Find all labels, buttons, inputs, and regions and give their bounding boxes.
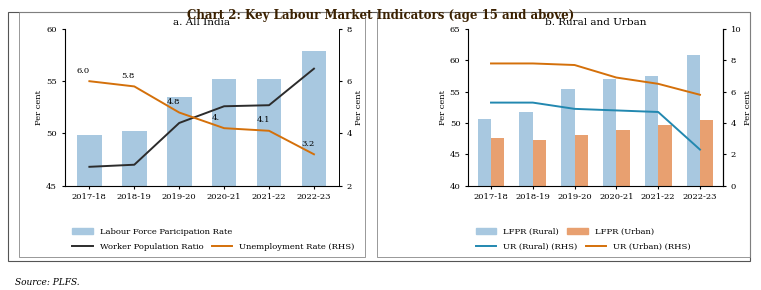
Bar	[658, 125, 671, 290]
Y-axis label: Per cent: Per cent	[439, 90, 447, 125]
Text: 4.: 4.	[212, 114, 220, 122]
Bar	[561, 88, 575, 290]
Bar	[122, 131, 147, 290]
Title: b. Rural and Urban: b. Rural and Urban	[545, 18, 646, 27]
Y-axis label: Per cent: Per cent	[744, 90, 752, 125]
Legend: Worker Population Ratio, Unemployment Rate (RHS): Worker Population Ratio, Unemployment Ra…	[68, 240, 358, 255]
Bar	[645, 76, 658, 290]
Text: 4.8: 4.8	[167, 98, 180, 106]
Text: 6.0: 6.0	[77, 67, 90, 75]
Bar	[256, 79, 282, 290]
Bar	[77, 135, 102, 290]
Bar	[603, 79, 616, 290]
Bar	[533, 140, 546, 290]
Bar	[478, 119, 491, 290]
Bar	[491, 138, 505, 290]
Bar	[686, 55, 700, 290]
Text: 5.8: 5.8	[122, 72, 135, 80]
Text: Source: PLFS.: Source: PLFS.	[15, 278, 80, 287]
Y-axis label: Per cent: Per cent	[36, 90, 43, 125]
Y-axis label: Per cent: Per cent	[355, 90, 362, 125]
Bar	[301, 51, 326, 290]
Text: 4.1: 4.1	[256, 117, 270, 124]
Title: a. All India: a. All India	[174, 18, 230, 27]
Bar	[212, 79, 237, 290]
Text: 3.2: 3.2	[301, 140, 314, 148]
Bar	[167, 97, 192, 290]
Bar	[616, 130, 630, 290]
Bar	[520, 112, 533, 290]
Legend: UR (Rural) (RHS), UR (Urban) (RHS): UR (Rural) (RHS), UR (Urban) (RHS)	[472, 240, 694, 255]
Bar	[700, 120, 713, 290]
Text: Chart 2: Key Labour Market Indicators (age 15 and above): Chart 2: Key Labour Market Indicators (a…	[187, 9, 574, 22]
Bar	[575, 135, 588, 290]
